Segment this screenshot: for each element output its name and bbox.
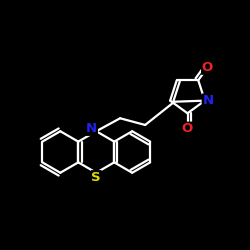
Text: O: O <box>202 61 213 74</box>
Text: N: N <box>86 122 97 135</box>
Text: S: S <box>92 171 101 184</box>
Text: N: N <box>202 94 213 107</box>
Text: O: O <box>182 122 193 135</box>
